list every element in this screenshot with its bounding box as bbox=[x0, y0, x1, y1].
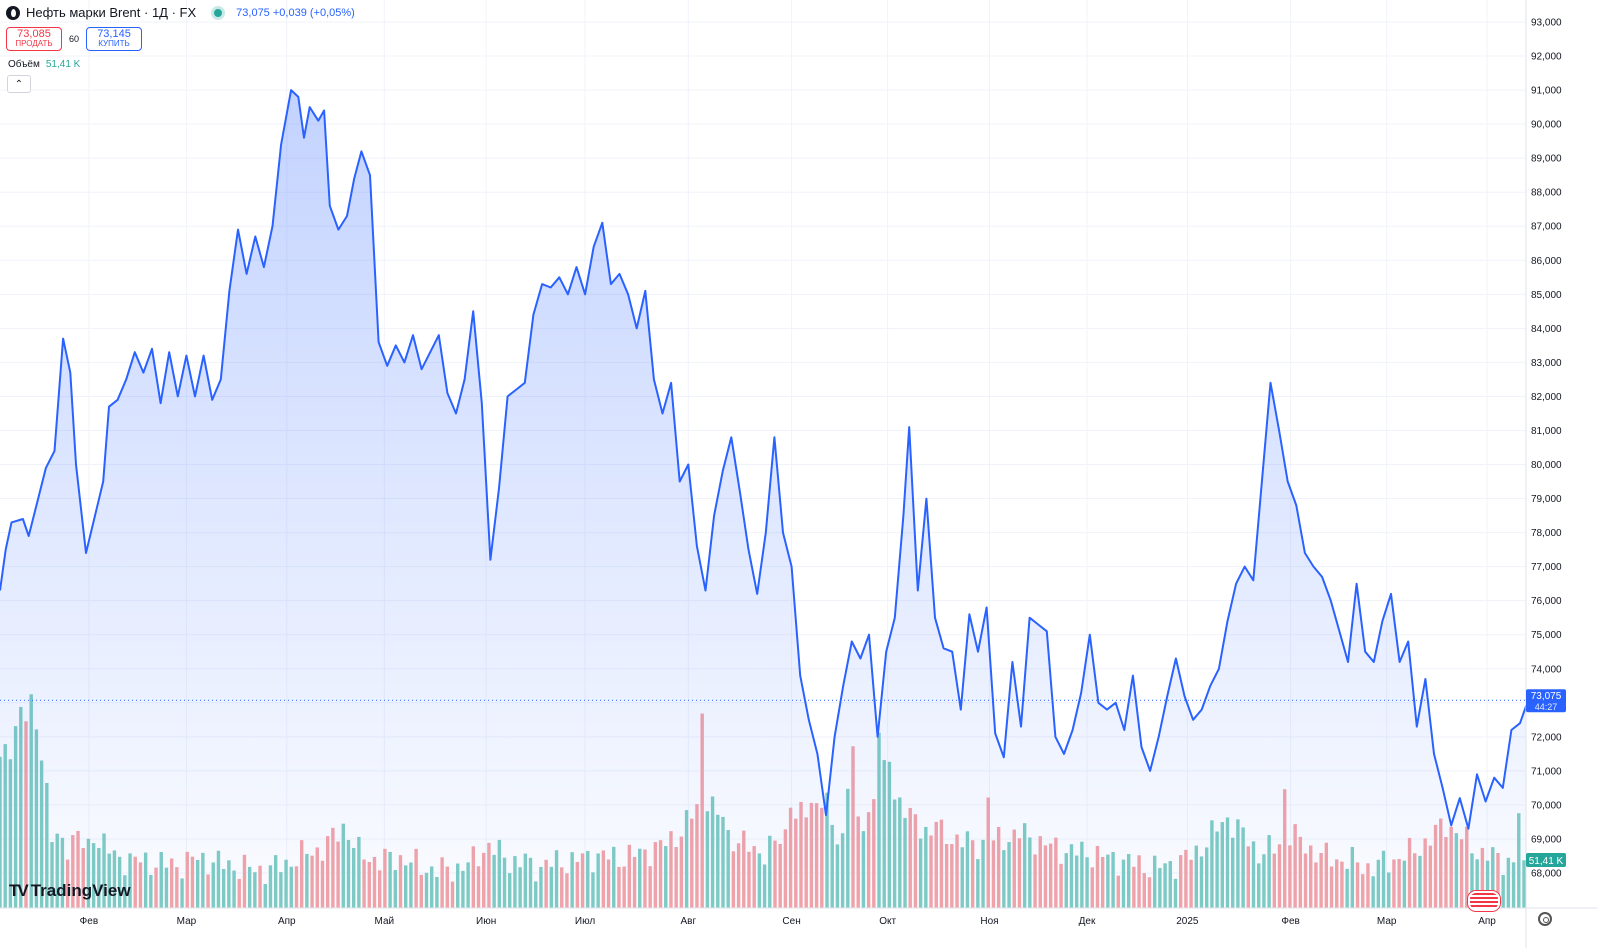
market-open-dot-icon bbox=[214, 8, 223, 17]
price-tick-label: 84,000 bbox=[1531, 324, 1562, 335]
last-quote: 73,075 +0,039 (+0,05%) bbox=[236, 6, 355, 19]
price-tick-label: 80,000 bbox=[1531, 460, 1562, 471]
price-tick-label: 83,000 bbox=[1531, 358, 1562, 369]
price-tick-label: 87,000 bbox=[1531, 222, 1562, 233]
price-tick-label: 76,000 bbox=[1531, 596, 1562, 607]
price-tick-label: 89,000 bbox=[1531, 154, 1562, 165]
time-tick-label: Июл bbox=[575, 916, 595, 927]
time-tick-label: Мар bbox=[1377, 916, 1397, 927]
trade-buttons: 73,085 ПРОДАТЬ 60 73,145 КУПИТЬ bbox=[6, 27, 143, 51]
price-area-fill bbox=[0, 90, 1526, 908]
buy-price: 73,145 bbox=[97, 28, 131, 40]
price-tick-label: 82,000 bbox=[1531, 392, 1562, 403]
time-tick-label: Фев bbox=[80, 916, 98, 927]
us-flag-icon[interactable] bbox=[1468, 891, 1500, 911]
volume-legend[interactable]: Объём 51,41 K bbox=[8, 59, 80, 70]
price-tick-label: 69,000 bbox=[1531, 834, 1562, 845]
buy-label: КУПИТЬ bbox=[98, 39, 130, 48]
volume-bar bbox=[1533, 885, 1536, 908]
price-axis[interactable]: 68,00069,00070,00071,00072,00073,00074,0… bbox=[1531, 18, 1562, 880]
price-tick-label: 86,000 bbox=[1531, 256, 1562, 267]
price-line[interactable] bbox=[0, 89, 1534, 830]
time-tick-label: Мар bbox=[177, 916, 197, 927]
time-tick-label: Июн bbox=[476, 916, 496, 927]
price-tick-label: 93,000 bbox=[1531, 18, 1562, 29]
price-tick-label: 79,000 bbox=[1531, 494, 1562, 505]
tradingview-logo[interactable]: TV TradingView bbox=[9, 881, 131, 901]
last-price-badge bbox=[1526, 689, 1566, 713]
price-tick-label: 88,000 bbox=[1531, 188, 1562, 199]
price-tick-label: 85,000 bbox=[1531, 290, 1562, 301]
price-tick-label: 75,000 bbox=[1531, 630, 1562, 641]
time-tick-label: Ноя bbox=[980, 916, 998, 927]
price-tick-label: 74,000 bbox=[1531, 664, 1562, 675]
price-tick-label: 68,000 bbox=[1531, 869, 1562, 880]
buy-button[interactable]: 73,145 КУПИТЬ bbox=[86, 27, 143, 51]
price-tick-label: 91,000 bbox=[1531, 86, 1562, 97]
price-area bbox=[0, 89, 1534, 908]
volume-bar bbox=[1527, 889, 1530, 908]
last-price-badge-value: 73,075 bbox=[1531, 691, 1562, 702]
volume-badge-value: 51,41 K bbox=[1529, 856, 1564, 867]
volume-badge bbox=[1526, 853, 1566, 867]
spread-value: 60 bbox=[69, 34, 80, 44]
time-tick-label: Апр bbox=[278, 916, 296, 927]
time-axis[interactable]: Фев Мар Апр Май Июн Июл Авг Сен Окт Ноя Дек 2025 Фев… bbox=[80, 916, 1497, 927]
volume-label: Объём bbox=[8, 59, 40, 70]
price-tick-label: 92,000 bbox=[1531, 52, 1562, 63]
oil-drop-icon bbox=[6, 5, 20, 20]
gear-icon[interactable] bbox=[1538, 912, 1552, 926]
price-tick-label: 71,000 bbox=[1531, 766, 1562, 777]
sell-label: ПРОДАТЬ bbox=[15, 39, 53, 48]
time-tick-label: Дек bbox=[1079, 916, 1096, 927]
time-tick-label: Авг bbox=[680, 916, 696, 927]
price-tick-label: 77,000 bbox=[1531, 562, 1562, 573]
price-tick-label: 70,000 bbox=[1531, 800, 1562, 811]
tv-mark-icon: TV bbox=[9, 881, 29, 900]
logo-text: TradingView bbox=[30, 881, 131, 900]
symbol-legend[interactable]: Нефть марки Brent · 1Д · FX 73,075 +0,03… bbox=[6, 5, 355, 20]
time-tick-label: Фев bbox=[1281, 916, 1299, 927]
time-tick-label: Сен bbox=[782, 916, 800, 927]
last-price-badge-timer: 44:27 bbox=[1535, 702, 1558, 712]
sell-button[interactable]: 73,085 ПРОДАТЬ bbox=[6, 27, 62, 51]
time-tick-label: Апр bbox=[1478, 916, 1496, 927]
time-tick-label: Окт bbox=[879, 916, 896, 927]
price-tick-label: 78,000 bbox=[1531, 528, 1562, 539]
collapse-legend-button[interactable]: ⌃ bbox=[7, 75, 31, 93]
sell-price: 73,085 bbox=[17, 28, 51, 40]
price-tick-label: 90,000 bbox=[1531, 120, 1562, 131]
price-tick-label: 72,000 bbox=[1531, 732, 1562, 743]
price-tick-label: 81,000 bbox=[1531, 426, 1562, 437]
chevron-up-icon: ⌃ bbox=[14, 78, 24, 90]
symbol-title[interactable]: Нефть марки Brent · 1Д · FX bbox=[26, 5, 197, 20]
time-tick-label: Май bbox=[375, 916, 395, 927]
volume-value: 51,41 K bbox=[45, 59, 81, 70]
time-tick-label: 2025 bbox=[1176, 916, 1199, 927]
